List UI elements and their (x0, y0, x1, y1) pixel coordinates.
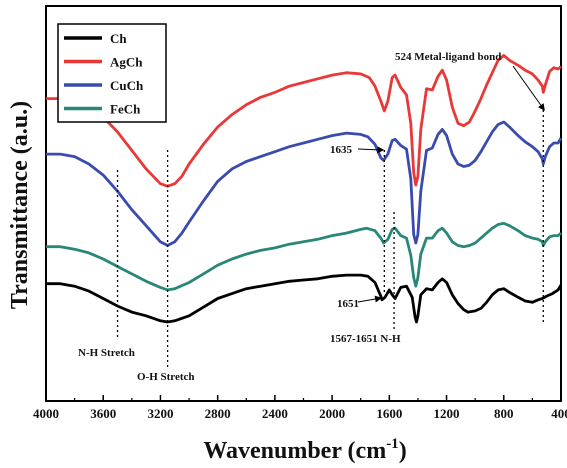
legend-label-agch: AgCh (110, 55, 143, 70)
x-tick-label: 4000 (33, 406, 59, 421)
legend: Ch AgCh CuCh FeCh (57, 23, 167, 123)
series-line-cuch (46, 120, 563, 247)
y-axis-label: Transmittance (a.u.) (7, 101, 33, 309)
series-line-agch (46, 54, 562, 188)
x-tick-label: 1600 (376, 406, 402, 421)
x-tick-label: 800 (494, 406, 514, 421)
legend-label-ch: Ch (110, 31, 127, 46)
x-axis-label: Wavenumber (cm-1) (203, 436, 406, 464)
annotation-oh-stretch: O-H Stretch (137, 371, 195, 383)
annotation-nh-stretch: N-H Stretch (78, 347, 135, 359)
x-tick-label: 2800 (205, 406, 231, 421)
x-tick-label: 3200 (147, 406, 173, 421)
annotation-524-metal-ligand: 524 Metal-ligand bond (395, 51, 501, 63)
x-tick-label: 400 (551, 406, 567, 421)
x-axis-ticks: 4000 3600 3200 2800 2400 2000 1600 1200 800 400 (33, 395, 567, 421)
arrow-1651 (357, 295, 383, 303)
annotation-1635: 1635 (330, 144, 353, 156)
series-line-fech (46, 221, 562, 292)
x-tick-label: 2000 (319, 406, 345, 421)
annotation-1567-1651-nh: 1567-1651 N-H (330, 333, 401, 345)
legend-label-fech: FeCh (110, 102, 141, 117)
series-line-ch (46, 273, 563, 324)
annotations: 524 Metal-ligand bond 1635 1651 1567-1651 N… (78, 51, 545, 383)
annotation-1651: 1651 (337, 298, 359, 310)
arrow-1635 (357, 146, 385, 154)
arrow-524 (512, 65, 545, 111)
x-tick-label: 3600 (90, 406, 116, 421)
x-tick-label: 2400 (262, 406, 288, 421)
legend-box (57, 23, 167, 123)
x-tick-label: 1200 (434, 406, 460, 421)
legend-label-cuch: CuCh (110, 78, 144, 93)
